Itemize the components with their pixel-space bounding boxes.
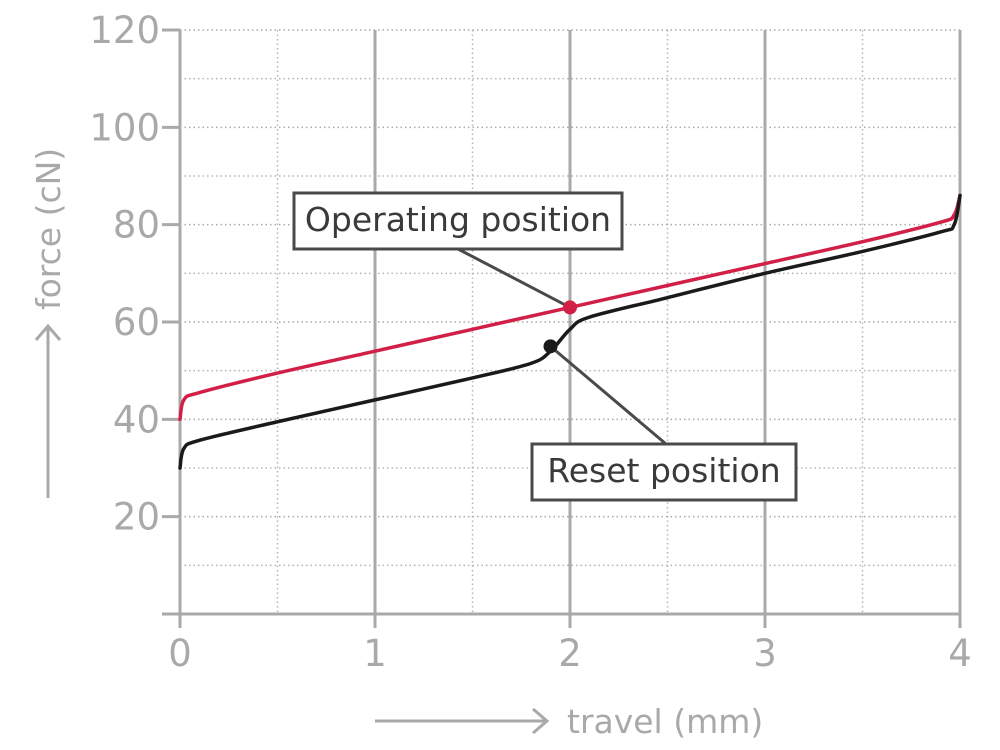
grid <box>162 28 962 628</box>
tick-labels: 20 40 60 80 100 120 0 1 2 3 4 <box>89 9 971 675</box>
x-tick-label: 4 <box>948 632 972 675</box>
series-line-2 <box>178 193 962 470</box>
annotation-box <box>530 442 798 502</box>
annotation-label: Reset position <box>547 451 780 490</box>
x-axis-arrow-head <box>532 707 550 735</box>
x-axis-label: travel (mm) <box>567 702 763 741</box>
y-tick-label: 40 <box>113 398 160 441</box>
annotation-box <box>292 191 624 251</box>
y-tick-label: 120 <box>89 9 160 52</box>
y-tick-label: 100 <box>89 106 160 149</box>
x-tick-label: 3 <box>753 632 777 675</box>
annotation-marker <box>543 339 558 354</box>
annotation-leader <box>549 345 667 446</box>
y-axis-label: force (cN) <box>29 148 68 310</box>
annotation-marker <box>563 300 577 315</box>
x-tick-label: 2 <box>558 632 582 675</box>
y-tick-label: 60 <box>113 301 160 344</box>
annotation-label: Operating position <box>305 200 611 239</box>
y-axis-arrow-head <box>34 323 62 341</box>
y-tick-label: 80 <box>113 204 160 247</box>
x-axis-title: travel (mm) <box>375 702 763 741</box>
x-tick-label: 1 <box>363 632 387 675</box>
annotation-leader <box>457 247 571 309</box>
y-tick-label: 20 <box>113 496 160 539</box>
annotations: Operating position Reset position <box>292 191 798 502</box>
y-axis-title: force (cN) <box>29 148 68 498</box>
x-tick-label: 0 <box>168 632 192 675</box>
